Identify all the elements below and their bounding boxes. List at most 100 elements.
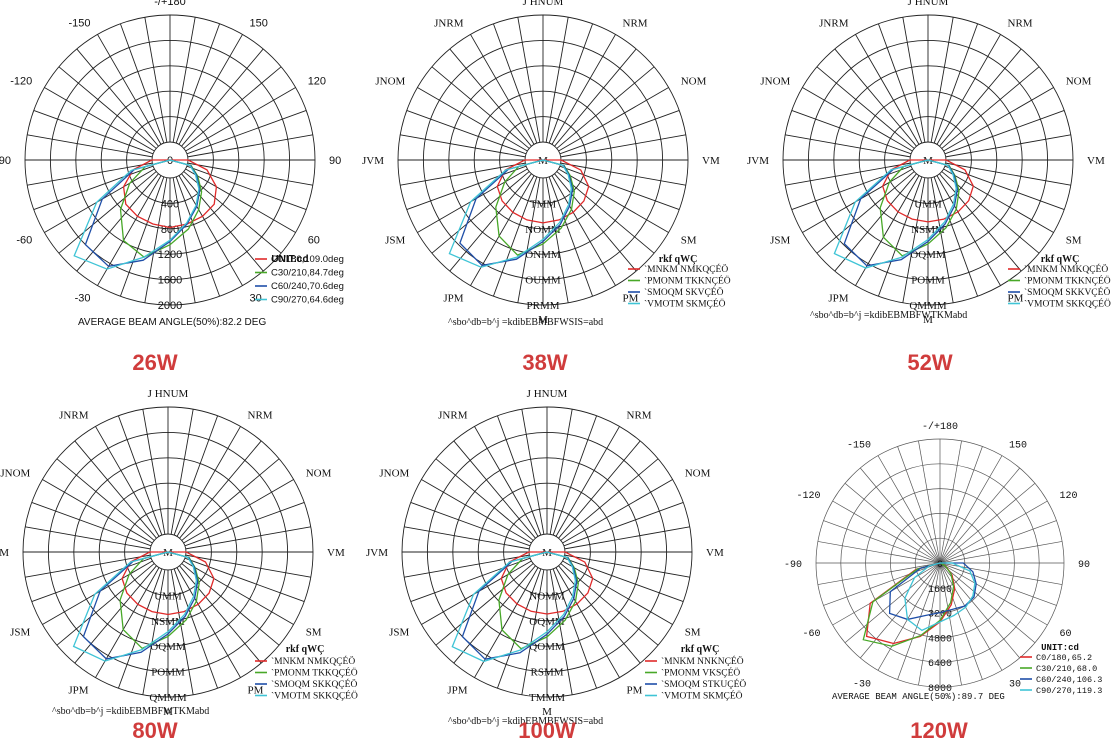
polar-spoke [545, 17, 569, 143]
polar-spoke [521, 569, 545, 695]
polar-spoke [564, 554, 690, 578]
polar-spoke [558, 168, 669, 233]
polar-spoke [939, 562, 962, 686]
radial-tick-label: QMMM [909, 300, 947, 312]
angle-tick-label: -120 [10, 76, 32, 88]
polar-spoke [187, 162, 313, 186]
polar-spoke [918, 562, 941, 686]
polar-spoke [421, 560, 532, 625]
legend-entry: `SMOQM SKVÇÉÖ [644, 286, 724, 298]
angle-tick-label: 90 [329, 155, 341, 167]
beam-angle-footer: ^sbo^db=b^j =kdibEBMBFWSIS=abd [448, 317, 603, 328]
polar-spoke [431, 171, 530, 254]
polar-spoke [173, 568, 219, 689]
polar-spoke [186, 165, 307, 211]
polar-spoke [816, 66, 915, 149]
legend-entry: `PMONM TKKNÇÉÖ [644, 275, 731, 287]
polar-spoke [558, 87, 669, 152]
radial-tick-label: 1200 [158, 249, 182, 261]
angle-tick-label: J HNUM [527, 388, 568, 400]
angle-tick-label: VM [327, 547, 345, 559]
polar-spoke [142, 409, 166, 535]
angle-tick-label: NOM [685, 468, 711, 480]
unit-label: rkf qWÇ [681, 644, 720, 655]
polar-spoke [453, 440, 536, 539]
polar-spoke [417, 87, 528, 152]
radial-tick-label: 1600 [928, 585, 952, 596]
legend-entry: C0/180,109.0deg [271, 254, 344, 265]
angle-tick-label: 150 [1009, 440, 1027, 451]
radial-tick-label: RSMM [530, 667, 563, 679]
polar-spoke [844, 483, 941, 564]
polar-spoke [823, 562, 941, 606]
series-line-1 [119, 159, 203, 258]
angle-tick-label: -/+180 [154, 0, 186, 8]
series-line-1 [498, 551, 579, 650]
legend-entry: `VMOTM SKMÇÉÖ [644, 298, 726, 310]
polar-spoke [785, 162, 911, 186]
polar-spoke [791, 165, 912, 211]
polar-spoke [181, 173, 264, 272]
radial-tick-label: 1600 [158, 275, 182, 287]
polar-spoke [97, 34, 162, 145]
polar-spoke [421, 479, 532, 544]
legend-entry: `VMOTM SKKQÇÉÖ [271, 690, 358, 702]
angle-tick-label: 30 [250, 293, 262, 305]
polar-spoke [186, 109, 307, 155]
series-line-0 [121, 551, 215, 616]
polar-spoke [470, 34, 535, 145]
polar-spoke [560, 458, 659, 541]
angle-tick-label: JSM [770, 235, 790, 247]
polar-spoke [844, 562, 941, 643]
series-line-1 [862, 562, 955, 647]
polar-spoke [97, 175, 162, 286]
angle-tick-label: PM [1008, 293, 1024, 305]
angle-tick-label: JNRM [434, 17, 464, 29]
polar-spoke [31, 501, 152, 547]
polar-spoke [939, 467, 1020, 564]
polar-spoke [877, 455, 941, 564]
angle-tick-label: J HNUM [523, 0, 564, 8]
angle-tick-label: 120 [308, 76, 326, 88]
wattage-caption: 80W [132, 718, 177, 743]
polar-spoke [552, 415, 598, 536]
radial-tick-label: OUMM [525, 275, 561, 287]
polar-spoke [517, 17, 541, 143]
wattage-caption: 120W [910, 718, 968, 743]
polar-spoke [176, 426, 241, 537]
angle-tick-label: J HNUM [148, 388, 189, 400]
polar-spoke [435, 563, 534, 646]
polar-spoke [404, 526, 530, 550]
polar-spoke [563, 501, 684, 547]
polar-spoke [549, 569, 573, 695]
angle-tick-label: JVM [366, 547, 388, 559]
polar-spoke [56, 563, 155, 646]
angle-tick-label: VM [1087, 155, 1105, 167]
polar-spoke [560, 162, 686, 186]
polar-spoke [185, 526, 311, 550]
angle-tick-label: -150 [847, 440, 871, 451]
angle-tick-label: -90 [0, 155, 11, 167]
polar-spoke [179, 565, 262, 664]
polar-spoke [562, 560, 673, 625]
polar-spoke [832, 562, 941, 626]
radial-tick-label: UMM [914, 198, 942, 210]
polar-spoke [406, 109, 527, 155]
polar-spoke [400, 134, 526, 158]
polar-spoke [74, 565, 157, 664]
polar-spoke [551, 175, 616, 286]
beam-angle-footer: ^sbo^db=b^j =kdibEBMBFWSIS=abd [448, 716, 603, 727]
polar-spoke [184, 501, 305, 547]
radial-tick-label: M [538, 155, 548, 167]
angle-tick-label: 150 [250, 17, 268, 29]
polar-spoke [933, 176, 979, 297]
angle-tick-label: 30 [1009, 680, 1021, 691]
legend-entry: C30/210,84.7deg [271, 268, 344, 279]
polar-spoke [181, 458, 280, 541]
polar-spoke [562, 479, 673, 544]
polar-spoke [559, 165, 680, 211]
unit-label: rkf qWÇ [1041, 254, 1080, 265]
angle-tick-label: -30 [75, 293, 91, 305]
polar-spoke [179, 440, 262, 539]
polar-spoke [555, 426, 620, 537]
